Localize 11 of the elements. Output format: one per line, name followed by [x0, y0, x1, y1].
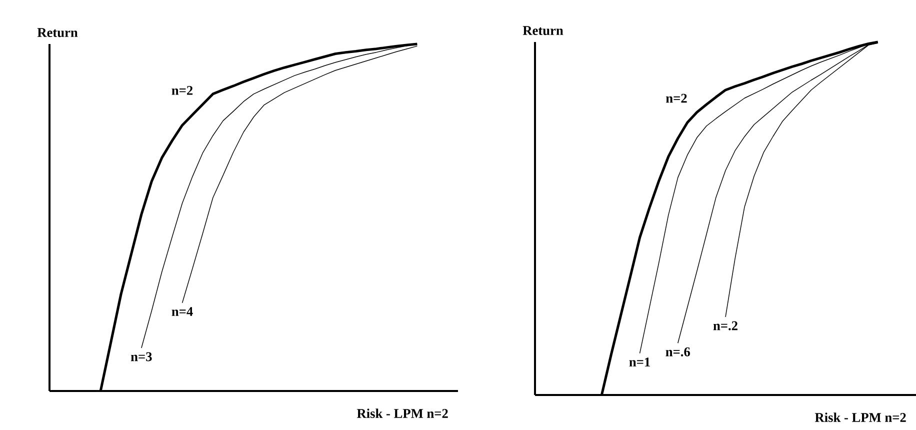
series-label: n=.6 — [666, 347, 690, 356]
series-label: n=3 — [130, 352, 152, 362]
y-axis-title: Return — [37, 28, 78, 38]
y-axis-title: Return — [522, 26, 564, 36]
series-label: n=2 — [172, 86, 193, 95]
series-label: n=.2 — [713, 321, 738, 330]
series-label: n=2 — [666, 94, 687, 103]
x-axis-title: Risk - LPM n=2 — [814, 412, 906, 422]
x-axis-title: Risk - LPM n=2 — [356, 408, 448, 418]
series-label: n=1 — [629, 358, 650, 366]
series-label: n=4 — [172, 307, 193, 316]
